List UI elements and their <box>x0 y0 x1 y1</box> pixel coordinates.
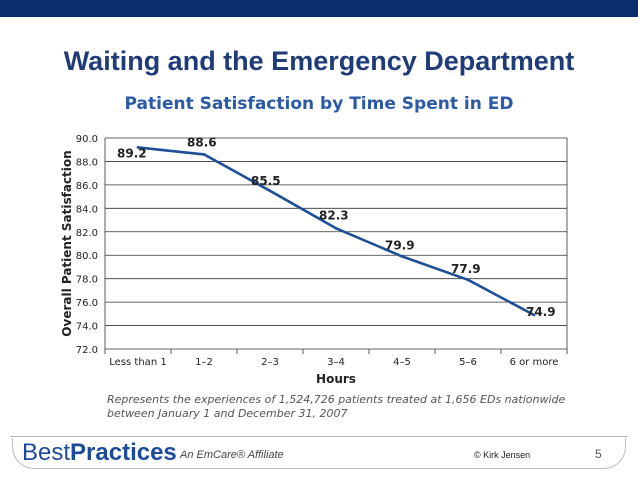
y-tick-label: 78.0 <box>76 275 98 286</box>
data-label: 74.9 <box>526 305 556 319</box>
data-point <box>334 226 338 230</box>
data-point <box>532 313 536 317</box>
y-axis-label: Overall Patient Satisfaction <box>60 150 74 336</box>
data-point <box>466 278 470 282</box>
footer-divider <box>10 436 628 437</box>
y-tick-label: 86.0 <box>76 181 98 192</box>
data-point <box>400 254 404 258</box>
top-banner <box>0 0 638 17</box>
copyright-text: © Kirk Jensen <box>474 450 531 460</box>
x-tick-label: Less than 1 <box>109 357 166 368</box>
chart-title: Patient Satisfaction by Time Spent in ED <box>124 94 514 114</box>
data-label: 89.2 <box>117 146 147 160</box>
brand-logo-part1: Best <box>22 439 71 466</box>
y-tick-label: 80.0 <box>76 251 98 262</box>
series-line <box>137 146 535 317</box>
x-tick-label: 1–2 <box>195 357 213 368</box>
x-tick-label: 2–3 <box>261 357 279 368</box>
page-number: 5 <box>595 447 602 461</box>
brand-logo-part2: Practices <box>70 439 177 466</box>
x-tick-label: 4–5 <box>393 357 411 368</box>
data-label: 88.6 <box>187 135 217 149</box>
y-tick-label: 90.0 <box>76 134 98 145</box>
y-tick-label: 88.0 <box>76 157 98 168</box>
affiliate-text: An EmCare® Affiliate <box>180 449 284 461</box>
y-tick-label: 84.0 <box>76 204 98 215</box>
line-chart: 72.0 74.0 76.0 78.0 80.0 82.0 84.0 86.0 88.0 90.0… <box>60 134 568 386</box>
x-tick-label: 3–4 <box>327 357 345 368</box>
data-label: 77.9 <box>451 262 481 276</box>
x-tick-label: 5–6 <box>459 357 477 368</box>
brand-logo: BestPractices <box>22 439 177 467</box>
y-tick-label: 74.0 <box>76 322 98 333</box>
x-tick-label: 6 or more <box>510 357 559 368</box>
x-axis-label: Hours <box>316 372 356 386</box>
y-tick-label: 72.0 <box>76 345 98 356</box>
slide-title: Waiting and the Emergency Department <box>63 46 575 76</box>
chart-footnote: Represents the experiences of 1,524,726 … <box>107 393 566 420</box>
data-point <box>268 189 272 193</box>
data-label: 82.3 <box>319 208 349 222</box>
data-label: 79.9 <box>385 238 415 252</box>
data-label: 85.5 <box>251 174 281 188</box>
data-point <box>202 153 206 156</box>
y-tick-label: 82.0 <box>76 228 98 239</box>
data-point <box>136 145 140 149</box>
y-tick-label: 76.0 <box>76 298 98 309</box>
